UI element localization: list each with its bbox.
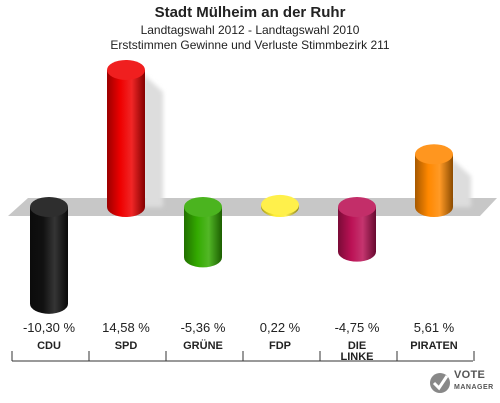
category-label-piraten: PIRATEN <box>410 340 458 352</box>
bar-spd <box>107 59 145 217</box>
category-label-gr-ne: GRÜNE <box>183 339 223 352</box>
bar-top-fdp <box>261 194 299 215</box>
bar-die-linke <box>338 197 376 262</box>
value-label-piraten: 5,61 % <box>414 320 455 335</box>
logo-line2: MANAGER <box>454 384 494 391</box>
bar-gr-ne <box>184 197 222 268</box>
logo-line1: VOTE <box>454 369 486 381</box>
category-label-die-linke: DIE LINKE <box>341 340 374 363</box>
bar-shadow-piraten <box>451 158 471 207</box>
chart-subtitle-election: Landtagswahl 2012 - Landtagswahl 2010 <box>140 23 360 37</box>
bar-body-die-linke <box>338 207 376 262</box>
bar-piraten <box>415 144 453 217</box>
bar-shadow-spd <box>143 73 163 207</box>
value-label-gr-ne: -5,36 % <box>181 320 226 335</box>
bar-top-piraten <box>415 144 453 165</box>
bar-top-die-linke <box>338 197 376 217</box>
bar-top-cdu <box>30 197 68 217</box>
vote-manager-logo: VOTE MANAGER <box>428 368 500 398</box>
value-label-die-linke: -4,75 % <box>335 320 380 335</box>
category-label-cdu: CDU <box>37 340 61 352</box>
chart-title: Stadt Mülheim an der Ruhr <box>154 4 346 21</box>
bar-top-gr-ne <box>184 197 222 217</box>
value-label-cdu: -10,30 % <box>23 320 75 335</box>
value-label-spd: 14,58 % <box>102 320 150 335</box>
bar-body-gr-ne <box>184 207 222 268</box>
bar-cdu <box>30 197 68 314</box>
checkmark-ballot-icon <box>430 373 450 393</box>
chart-subtitle-description: Erststimmen Gewinne und Verluste Stimmbe… <box>110 38 390 52</box>
value-label-fdp: 0,22 % <box>260 320 301 335</box>
bar-top-spd <box>107 59 145 80</box>
logo-text: VOTE MANAGER <box>454 370 494 393</box>
bar-body-piraten <box>415 154 453 217</box>
bar-fdp <box>261 194 299 217</box>
category-label-spd: SPD <box>115 340 138 352</box>
category-label-fdp: FDP <box>269 340 291 352</box>
bar-body-cdu <box>30 207 68 314</box>
bar-body-spd <box>107 69 145 217</box>
